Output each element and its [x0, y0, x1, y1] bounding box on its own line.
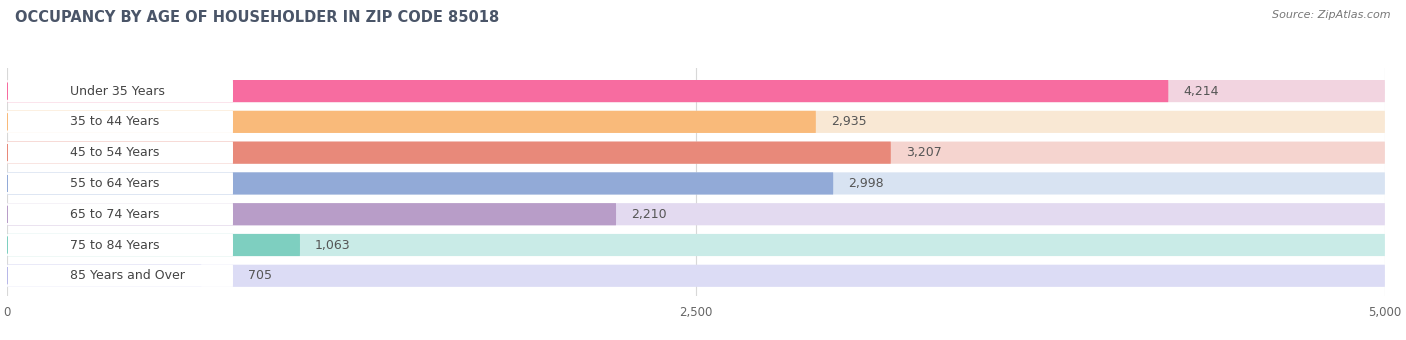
Text: OCCUPANCY BY AGE OF HOUSEHOLDER IN ZIP CODE 85018: OCCUPANCY BY AGE OF HOUSEHOLDER IN ZIP C…	[15, 10, 499, 25]
Text: 2,210: 2,210	[631, 208, 666, 221]
FancyBboxPatch shape	[7, 234, 233, 256]
FancyBboxPatch shape	[7, 203, 616, 225]
FancyBboxPatch shape	[7, 172, 233, 194]
Text: 4,214: 4,214	[1184, 85, 1219, 98]
FancyBboxPatch shape	[7, 234, 1385, 256]
Text: 1,063: 1,063	[315, 238, 350, 252]
Text: 3,207: 3,207	[905, 146, 942, 159]
Text: 75 to 84 Years: 75 to 84 Years	[70, 238, 160, 252]
Text: 2,998: 2,998	[848, 177, 884, 190]
FancyBboxPatch shape	[7, 141, 1385, 164]
FancyBboxPatch shape	[7, 265, 1385, 287]
FancyBboxPatch shape	[7, 172, 1385, 194]
Text: 85 Years and Over: 85 Years and Over	[70, 269, 186, 282]
FancyBboxPatch shape	[7, 111, 233, 133]
Text: Under 35 Years: Under 35 Years	[70, 85, 165, 98]
FancyBboxPatch shape	[7, 141, 891, 164]
Text: 35 to 44 Years: 35 to 44 Years	[70, 115, 159, 129]
Text: Source: ZipAtlas.com: Source: ZipAtlas.com	[1272, 10, 1391, 20]
FancyBboxPatch shape	[7, 234, 299, 256]
FancyBboxPatch shape	[7, 111, 1385, 133]
FancyBboxPatch shape	[7, 203, 233, 225]
FancyBboxPatch shape	[7, 141, 233, 164]
FancyBboxPatch shape	[7, 80, 1168, 102]
Text: 55 to 64 Years: 55 to 64 Years	[70, 177, 160, 190]
FancyBboxPatch shape	[7, 111, 815, 133]
FancyBboxPatch shape	[7, 265, 233, 287]
FancyBboxPatch shape	[7, 80, 233, 102]
Text: 65 to 74 Years: 65 to 74 Years	[70, 208, 160, 221]
Text: 705: 705	[249, 269, 273, 282]
FancyBboxPatch shape	[7, 203, 1385, 225]
FancyBboxPatch shape	[7, 172, 834, 194]
Text: 45 to 54 Years: 45 to 54 Years	[70, 146, 160, 159]
Text: 2,935: 2,935	[831, 115, 866, 129]
FancyBboxPatch shape	[7, 265, 201, 287]
FancyBboxPatch shape	[7, 80, 1385, 102]
